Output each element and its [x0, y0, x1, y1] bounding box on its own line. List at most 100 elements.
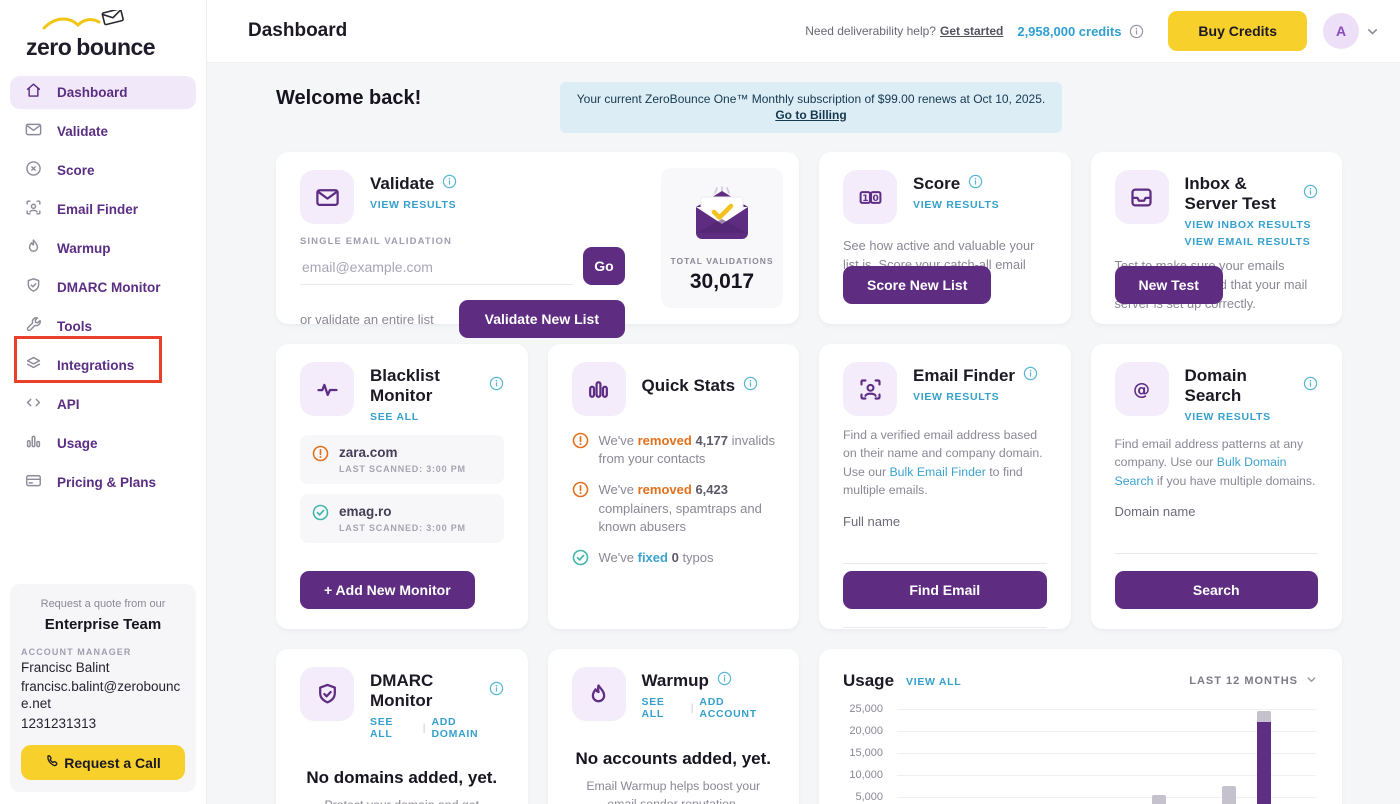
total-validations-value: 30,017	[689, 269, 755, 293]
domain-search-input[interactable]	[1114, 519, 1318, 555]
bulk-email-finder-link[interactable]: Bulk Email Finder	[889, 464, 986, 479]
info-icon[interactable]	[717, 671, 732, 691]
new-test-button[interactable]: New Test	[1114, 266, 1223, 304]
sidebar-item-dmarc-monitor[interactable]: DMARC Monitor	[10, 271, 196, 304]
svg-text:@: @	[1133, 378, 1150, 398]
enterprise-intro: Request a quote from our	[40, 597, 166, 610]
info-icon[interactable]	[968, 174, 983, 194]
monitor-row[interactable]: zara.com LAST SCANNED: 3:00 PM	[300, 435, 504, 484]
sidebar-item-score[interactable]: Score	[10, 154, 196, 187]
sidebar-item-email-finder[interactable]: Email Finder	[10, 193, 196, 226]
validate-view-results-link[interactable]: VIEW RESULTS	[370, 199, 457, 211]
main-content: Welcome back! Your current ZeroBounce On…	[207, 63, 1400, 804]
monitor-domain: emag.ro	[339, 504, 392, 519]
gridline	[897, 753, 1316, 754]
view-inbox-results-link[interactable]: VIEW INBOX RESULTS	[1184, 219, 1312, 231]
single-email-input[interactable]	[300, 250, 573, 285]
subscription-banner: Your current ZeroBounce One™ Monthly sub…	[560, 82, 1062, 134]
usage-view-all-link[interactable]: VIEW ALL	[906, 676, 962, 688]
domain-search-title: Domain Search	[1184, 366, 1247, 405]
info-icon[interactable]	[489, 376, 504, 396]
sidebar-item-validate[interactable]: Validate	[10, 115, 196, 148]
validate-new-list-button[interactable]: Validate New List	[458, 300, 625, 338]
info-icon[interactable]	[1303, 376, 1318, 396]
account-manager-label: ACCOUNT MANAGER	[21, 646, 132, 657]
find-email-button[interactable]: Find Email	[843, 571, 1047, 609]
y-axis-tick-label: 20,000	[849, 725, 883, 737]
warmup-see-all-link[interactable]: SEE ALL	[641, 696, 665, 720]
info-icon[interactable]	[743, 376, 758, 396]
layers-icon	[24, 354, 43, 378]
credits-info-icon[interactable]	[1129, 24, 1144, 39]
sidebar-item-usage[interactable]: Usage	[10, 427, 196, 460]
domain-search-description: Find email address patterns at any compa…	[1114, 437, 1316, 488]
full-name-input[interactable]	[843, 528, 1047, 564]
logo-text: zero bounce	[26, 34, 156, 60]
phone-icon	[45, 754, 59, 771]
score-view-results-link[interactable]: VIEW RESULTS	[913, 199, 1000, 211]
check-circle-icon	[312, 504, 329, 526]
account-chevron-down-icon[interactable]	[1365, 24, 1380, 39]
validate-envelope-icon	[300, 170, 354, 224]
sidebar-item-warmup[interactable]: Warmup	[10, 232, 196, 265]
go-button[interactable]: Go	[583, 247, 625, 285]
zerobounce-logo[interactable]: zero bounce	[26, 8, 176, 64]
dmarc-title: DMARC Monitor	[370, 671, 434, 710]
inbox-title: Inbox & Server Test	[1184, 174, 1276, 213]
inbox-tray-icon	[1114, 170, 1169, 224]
chevron-down-icon	[1305, 673, 1318, 689]
credit-card-icon	[24, 471, 43, 495]
stat-item: We've fixed 0 typos	[572, 549, 776, 571]
info-icon[interactable]	[1023, 366, 1038, 386]
get-started-link[interactable]: Get started	[939, 24, 1004, 38]
credits-balance[interactable]: 2,958,000 credits	[1017, 23, 1122, 39]
sidebar-item-integrations[interactable]: Integrations	[10, 349, 196, 382]
go-to-billing-link[interactable]: Go to Billing	[775, 107, 847, 122]
stats-bars-icon	[571, 362, 626, 416]
sidebar-nav: Dashboard Validate Score Email Finder Wa…	[0, 68, 206, 499]
quick-stats-title: Quick Stats	[641, 376, 736, 395]
account-manager-name: Francisc Balint	[21, 659, 110, 675]
home-icon	[24, 81, 43, 105]
usage-chart-ylabels: 25,000 20,000 15,000 10,000 5,000	[843, 703, 883, 804]
monitor-domain: zara.com	[339, 445, 398, 460]
view-email-results-link[interactable]: VIEW EMAIL RESULTS	[1184, 236, 1311, 248]
account-manager-phone: 1231231313	[21, 716, 97, 732]
email-finder-view-results-link[interactable]: VIEW RESULTS	[913, 391, 1000, 403]
bulk-domain-search-link[interactable]: Bulk Domain Search	[1114, 455, 1287, 488]
gridline	[897, 797, 1316, 798]
monitor-row[interactable]: emag.ro LAST SCANNED: 3:00 PM	[300, 494, 504, 543]
welcome-heading: Welcome back!	[276, 87, 422, 109]
add-new-monitor-button[interactable]: + Add New Monitor	[300, 571, 475, 609]
warmup-add-account-link[interactable]: ADD ACCOUNT	[699, 696, 757, 720]
domain-search-view-results-link[interactable]: VIEW RESULTS	[1184, 411, 1271, 423]
sidebar-item-tools[interactable]: Tools	[10, 310, 196, 343]
usage-range-dropdown[interactable]: LAST 12 MONTHS	[1189, 673, 1318, 689]
score-new-list-button[interactable]: Score New List	[843, 266, 992, 304]
buy-credits-button[interactable]: Buy Credits	[1168, 11, 1307, 51]
enterprise-title: Enterprise Team	[44, 615, 162, 633]
gridline	[897, 775, 1316, 776]
dmarc-add-domain-link[interactable]: ADD DOMAIN	[431, 716, 479, 740]
dmarc-monitor-card: DMARC Monitor SEE ALL | ADD DOMAIN No do…	[276, 649, 528, 804]
sidebar-item-api[interactable]: API	[10, 388, 196, 421]
avatar[interactable]: A	[1323, 13, 1359, 49]
account-manager-email: francisc.balint@zerobounce.net	[21, 679, 181, 712]
info-icon[interactable]	[1303, 184, 1318, 204]
sidebar-item-dashboard[interactable]: Dashboard	[10, 76, 196, 109]
warmup-title: Warmup	[641, 671, 709, 690]
request-call-button[interactable]: Request a Call	[21, 745, 185, 780]
info-icon[interactable]	[489, 681, 504, 701]
blacklist-see-all-link[interactable]: SEE ALL	[370, 411, 419, 423]
check-circle-icon	[572, 549, 589, 571]
code-brackets-icon	[24, 393, 43, 417]
info-icon[interactable]	[442, 174, 457, 194]
warning-icon	[312, 445, 329, 467]
usage-card: Usage VIEW ALL LAST 12 MONTHS 25,000 20,0…	[819, 649, 1342, 804]
sidebar-item-pricing-plans[interactable]: Pricing & Plans	[10, 466, 196, 499]
person-frame-icon	[24, 198, 43, 222]
search-button[interactable]: Search	[1114, 571, 1318, 609]
dmarc-see-all-link[interactable]: SEE ALL	[370, 716, 394, 740]
